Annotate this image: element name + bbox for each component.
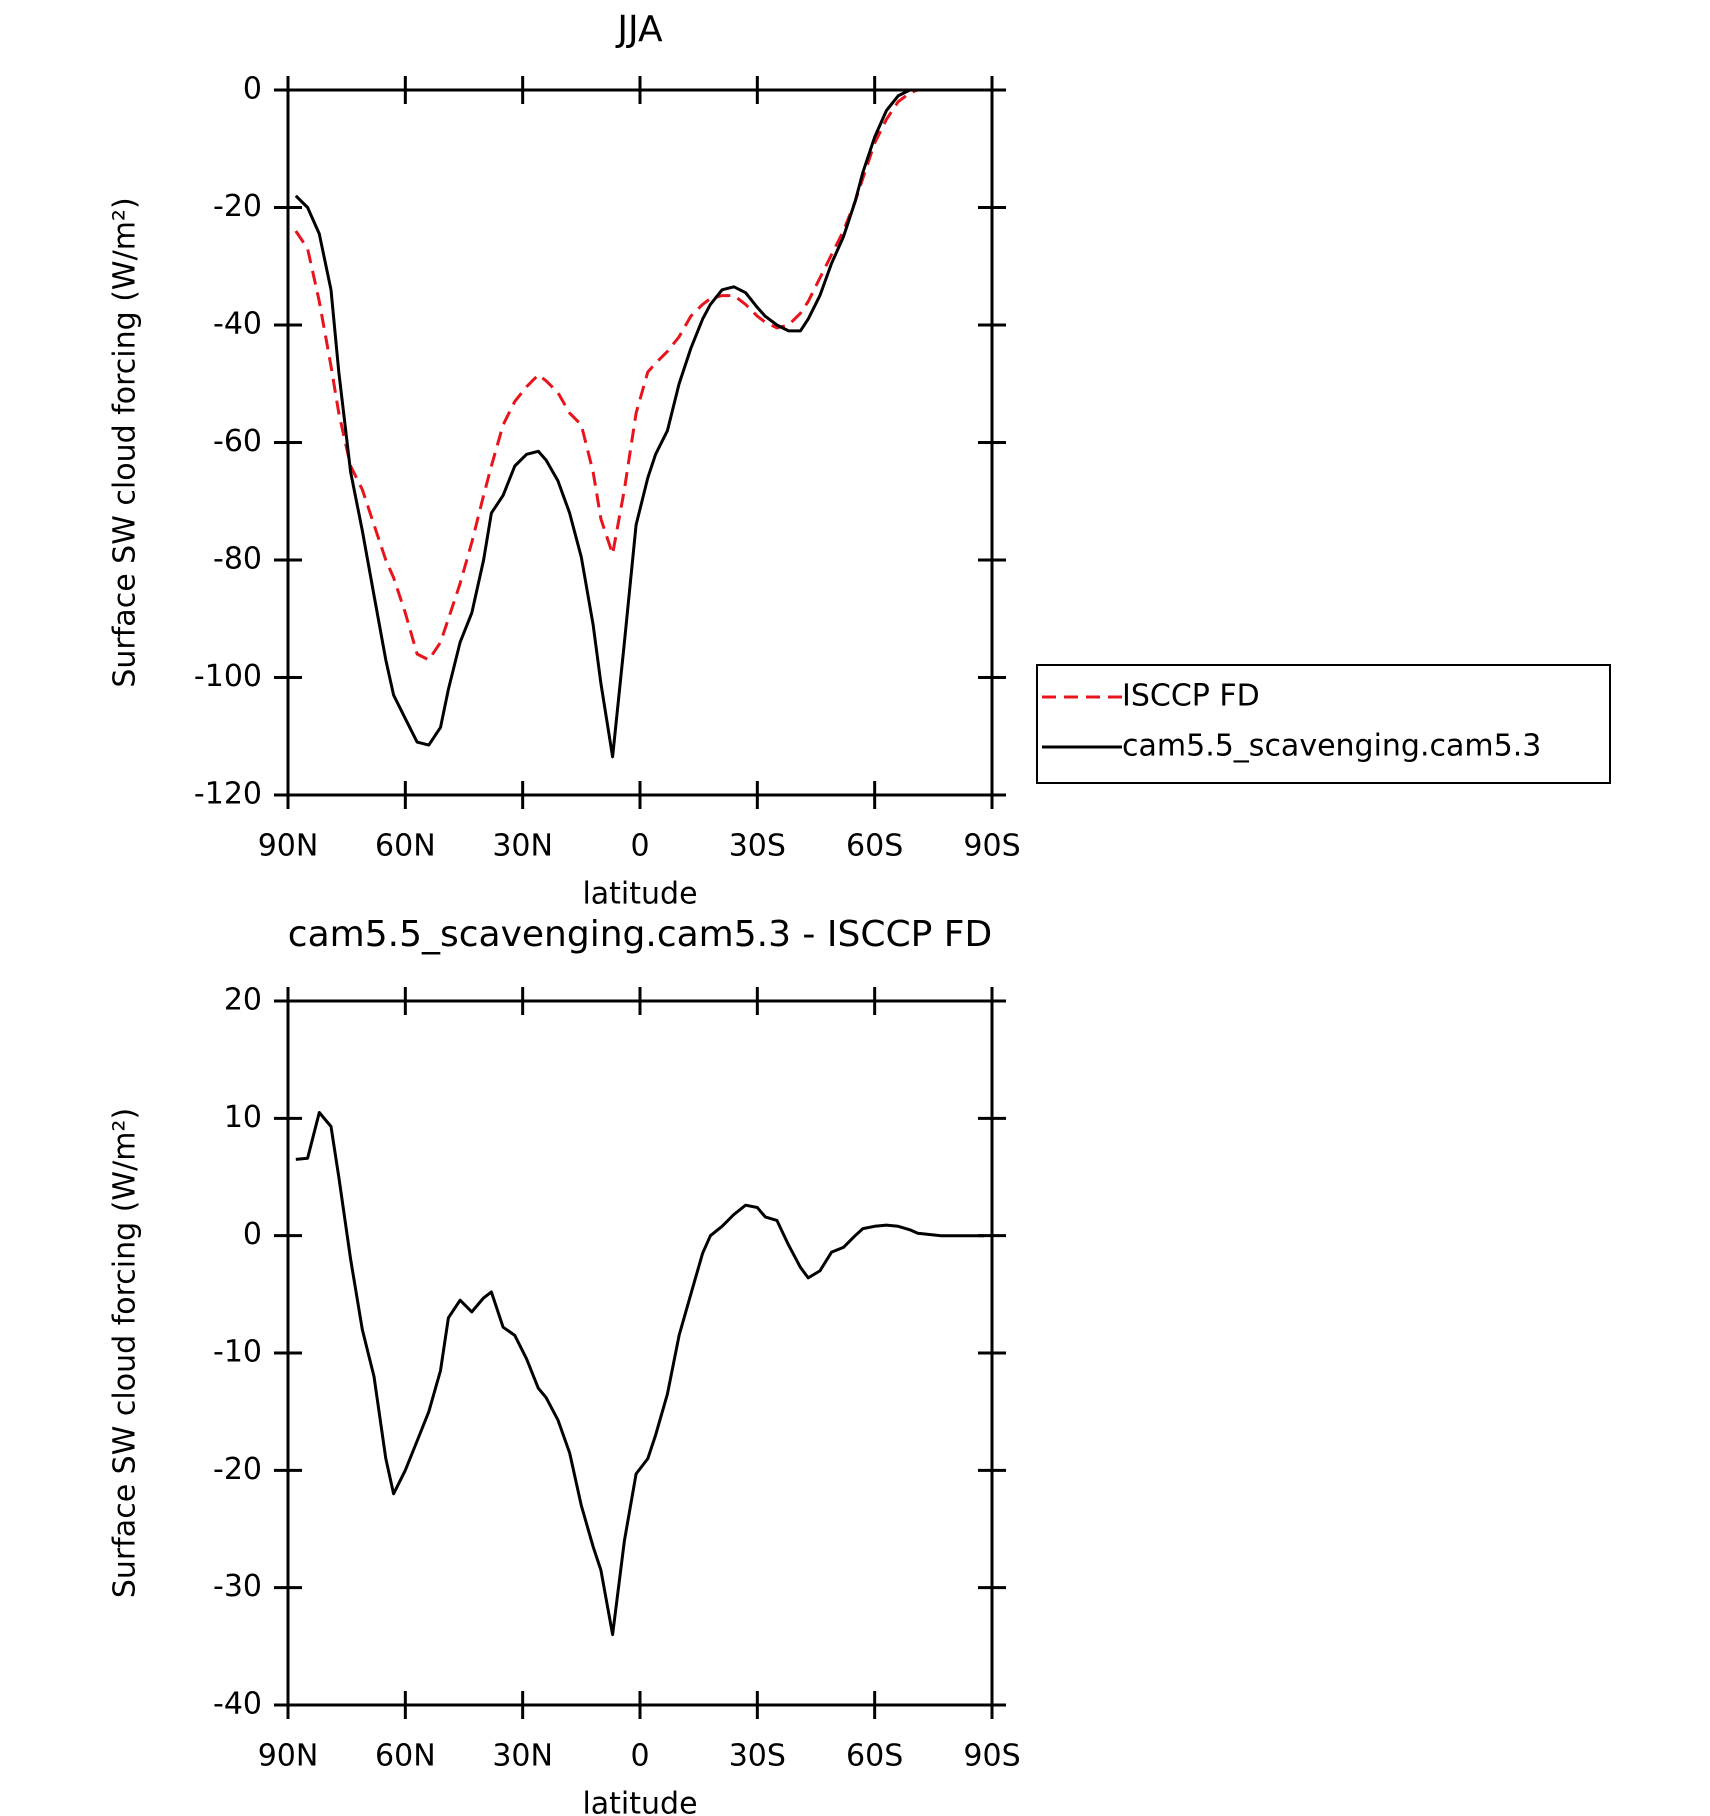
x-tick-label: 60N [375,1739,436,1774]
y-axis-label: Surface SW cloud forcing (W/m²) [108,1108,143,1598]
y-tick-label: 20 [224,983,262,1018]
y-tick-label: -60 [213,424,262,459]
x-tick-label: 90S [963,1739,1020,1774]
x-axis-label: latitude [582,877,697,912]
y-tick-label: -20 [213,189,262,224]
legend-box [1036,664,1611,784]
x-tick-label: 30S [729,829,786,864]
x-tick-label: 60S [846,1739,903,1774]
x-tick-label: 30N [492,1739,553,1774]
y-tick-label: -120 [194,777,262,812]
x-tick-label: 90S [963,829,1020,864]
legend-label: cam5.5_scavenging.cam5.3 [1122,729,1541,764]
y-tick-label: -100 [194,659,262,694]
x-tick-label: 30N [492,829,553,864]
y-tick-label: -10 [213,1335,262,1370]
data-line [294,88,985,662]
x-tick-label: 60S [846,829,903,864]
y-tick-label: -80 [213,542,262,577]
chart-title: cam5.5_scavenging.cam5.3 - ISCCP FD [288,914,992,955]
legend-label: ISCCP FD [1122,679,1260,714]
x-tick-label: 90N [258,829,319,864]
x-tick-label: 60N [375,829,436,864]
data-line [294,88,985,759]
x-tick-label: 30S [729,1739,786,1774]
y-tick-label: -20 [213,1452,262,1487]
x-axis-label: latitude [582,1787,697,1816]
x-tick-label: 0 [630,1739,649,1774]
y-tick-label: 10 [224,1100,262,1135]
y-axis-label: Surface SW cloud forcing (W/m²) [108,197,143,687]
data-line [295,1111,985,1637]
y-tick-label: -40 [213,307,262,342]
x-tick-label: 0 [630,829,649,864]
plot-frame [286,999,994,1707]
chart-title: JJA [615,9,663,50]
y-tick-label: 0 [243,1217,262,1252]
y-tick-label: -40 [213,1687,262,1722]
y-tick-label: -30 [213,1569,262,1604]
x-tick-label: 90N [258,1739,319,1774]
y-tick-label: 0 [243,72,262,107]
